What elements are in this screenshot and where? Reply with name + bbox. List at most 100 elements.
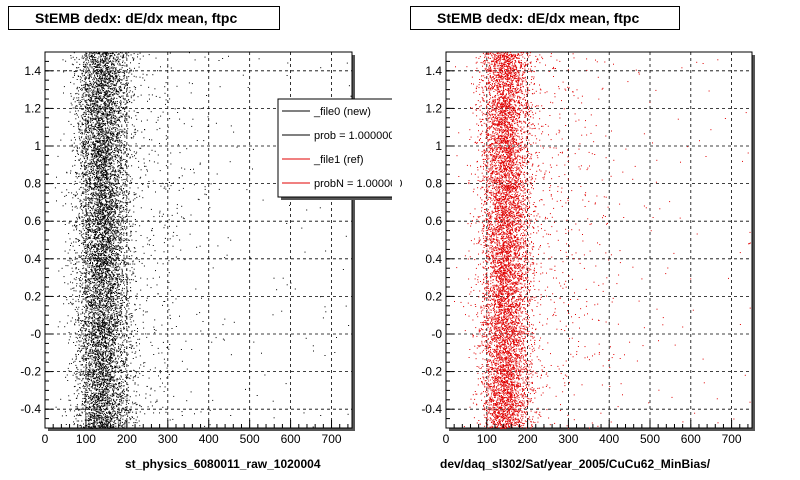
- data-point: [78, 159, 80, 161]
- data-point: [111, 353, 113, 355]
- data-point: [99, 282, 101, 284]
- data-point: [117, 194, 119, 196]
- data-point: [126, 234, 128, 236]
- data-point: [75, 319, 76, 321]
- data-point: [133, 125, 135, 127]
- data-point: [143, 265, 145, 267]
- data-point: [109, 204, 111, 206]
- data-point: [93, 302, 95, 304]
- data-point: [88, 373, 90, 375]
- data-point: [107, 371, 109, 373]
- data-point: [204, 56, 206, 58]
- data-point: [111, 426, 113, 428]
- data-point: [109, 281, 111, 283]
- data-point: [81, 374, 83, 376]
- data-point: [88, 350, 90, 352]
- data-point: [87, 379, 89, 381]
- data-point: [95, 144, 97, 146]
- data-point: [107, 149, 109, 151]
- data-point: [114, 259, 116, 261]
- data-point: [320, 415, 322, 416]
- data-point: [104, 106, 106, 108]
- data-point: [111, 103, 113, 105]
- data-point: [93, 313, 95, 315]
- data-point: [111, 67, 113, 69]
- data-point: [104, 367, 106, 369]
- data-point: [103, 258, 105, 260]
- data-point: [100, 196, 102, 198]
- data-point: [86, 182, 88, 184]
- data-point: [109, 207, 111, 209]
- data-point: [168, 182, 170, 183]
- data-point: [93, 361, 95, 363]
- data-point: [135, 404, 137, 406]
- data-point: [124, 62, 126, 64]
- data-point: [111, 395, 113, 397]
- data-point: [103, 189, 105, 191]
- data-point: [102, 322, 104, 324]
- data-point: [94, 369, 95, 371]
- data-point: [131, 178, 133, 180]
- data-point: [99, 190, 101, 192]
- data-point: [93, 356, 95, 358]
- data-point: [113, 78, 115, 80]
- data-point: [97, 79, 99, 81]
- data-point: [110, 88, 111, 90]
- data-point: [112, 60, 114, 62]
- data-point: [68, 222, 70, 224]
- data-point: [98, 145, 100, 147]
- data-point: [89, 375, 91, 377]
- data-point: [106, 356, 108, 358]
- data-point: [97, 240, 99, 242]
- data-point: [120, 352, 122, 354]
- data-point: [104, 345, 106, 347]
- data-point: [88, 223, 90, 225]
- data-point: [121, 289, 123, 291]
- data-point: [101, 246, 103, 248]
- data-point: [116, 273, 118, 275]
- data-point: [78, 90, 79, 92]
- data-point: [77, 312, 79, 314]
- data-point: [123, 152, 125, 154]
- data-point: [107, 346, 109, 348]
- data-point: [108, 273, 110, 275]
- data-point: [106, 146, 108, 148]
- data-point: [103, 426, 105, 427]
- data-point: [106, 307, 108, 309]
- data-point: [129, 101, 131, 103]
- data-point: [90, 355, 92, 357]
- data-point: [95, 139, 97, 141]
- data-point: [100, 155, 102, 156]
- data-point: [98, 66, 100, 68]
- data-point: [104, 220, 106, 222]
- data-point: [102, 236, 104, 238]
- data-point: [113, 302, 115, 304]
- data-point: [124, 227, 126, 229]
- data-point: [109, 400, 111, 402]
- data-point: [97, 417, 99, 419]
- data-point: [99, 150, 101, 152]
- data-point: [102, 97, 104, 99]
- data-point: [105, 258, 106, 260]
- data-point: [119, 158, 121, 160]
- data-point: [101, 273, 103, 274]
- data-point: [97, 121, 98, 123]
- data-point: [104, 82, 106, 84]
- data-point: [81, 400, 83, 402]
- data-point: [98, 141, 99, 143]
- data-point: [96, 179, 98, 181]
- data-point: [93, 170, 95, 172]
- data-point: [196, 140, 198, 141]
- data-point: [98, 110, 100, 112]
- data-point: [86, 351, 88, 353]
- data-point: [139, 394, 140, 396]
- data-point: [73, 52, 75, 54]
- data-point: [120, 216, 122, 218]
- data-point: [84, 272, 86, 274]
- data-point: [109, 114, 111, 116]
- data-point: [87, 77, 89, 79]
- data-point: [97, 203, 99, 205]
- data-point: [69, 111, 71, 113]
- data-point: [111, 101, 112, 103]
- data-point: [117, 171, 119, 172]
